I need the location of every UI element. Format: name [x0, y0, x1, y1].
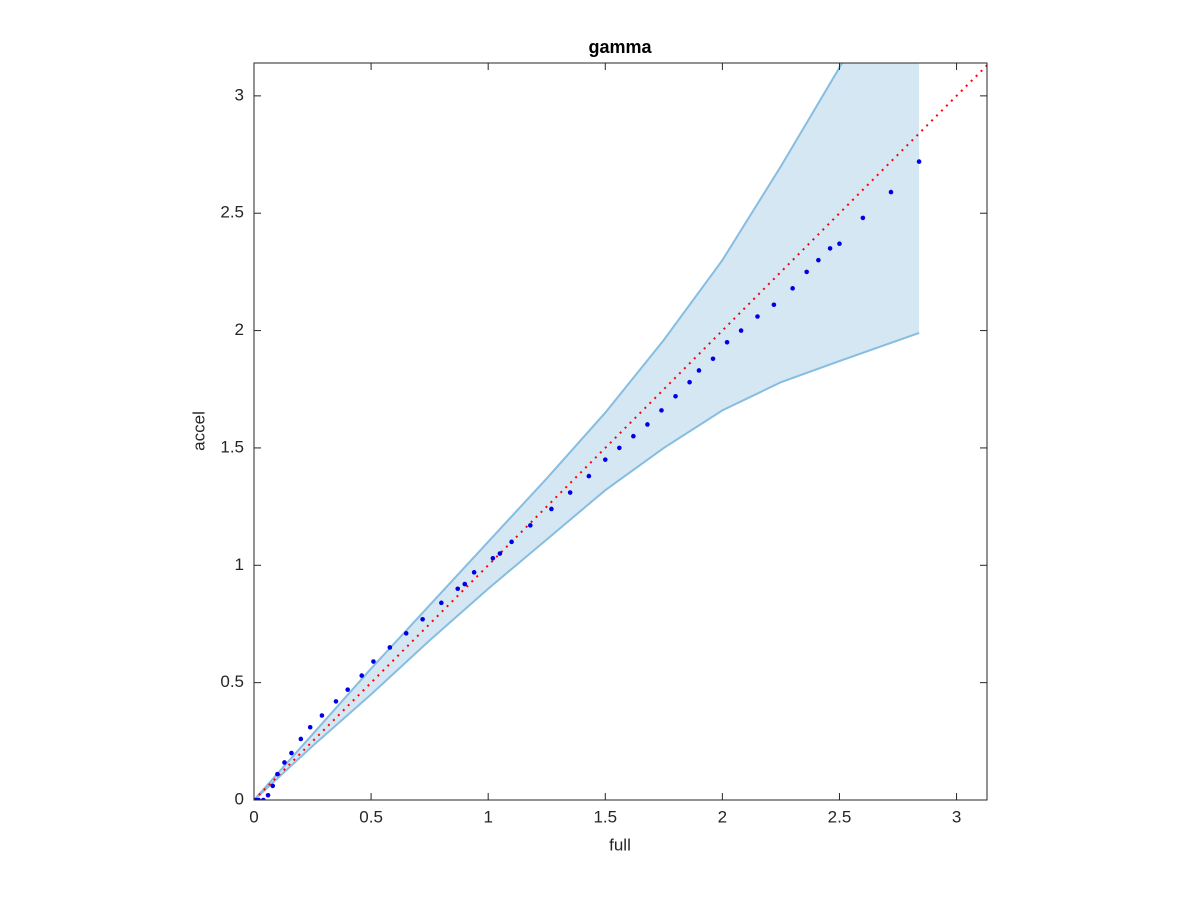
- data-point: [490, 555, 496, 561]
- data-point: [567, 490, 573, 495]
- data-point: [673, 393, 678, 399]
- y-tick-label: 1.5: [220, 437, 244, 456]
- y-tick-label: 0: [235, 789, 244, 808]
- data-point: [696, 368, 702, 373]
- data-point: [549, 506, 554, 512]
- data-point: [471, 570, 477, 575]
- data-point: [282, 760, 287, 765]
- data-point: [333, 699, 339, 704]
- data-point: [289, 750, 294, 756]
- data-point: [738, 328, 744, 333]
- x-tick-label: 0.5: [359, 807, 383, 826]
- data-point: [275, 771, 280, 777]
- band-lower-edge: [254, 331, 920, 800]
- y-tick-label: 3: [235, 85, 244, 104]
- data-point: [687, 379, 692, 385]
- y-tick-label: 1: [235, 555, 244, 574]
- data-point: [602, 457, 608, 462]
- data-point: [403, 631, 409, 636]
- data-point: [790, 286, 795, 291]
- data-point: [645, 422, 650, 427]
- data-point: [261, 797, 266, 800]
- data-point: [265, 793, 271, 798]
- chart-title: gamma: [588, 37, 652, 57]
- data-point: [528, 523, 533, 528]
- data-point: [710, 356, 716, 362]
- data-point: [359, 673, 365, 678]
- data-point: [617, 445, 622, 451]
- data-point: [586, 473, 592, 479]
- data-point: [916, 159, 922, 164]
- y-axis-label: accel: [189, 411, 208, 451]
- data-point: [860, 215, 866, 221]
- data-point: [455, 586, 461, 592]
- data-point: [439, 600, 444, 606]
- band-upper-edge: [254, 63, 844, 800]
- y-tick-label: 2: [235, 320, 244, 339]
- data-point: [771, 302, 777, 308]
- y-tick-label: 2.5: [220, 203, 244, 222]
- data-point: [497, 551, 503, 556]
- x-tick-label: 1.5: [593, 807, 617, 826]
- data-point: [755, 314, 760, 319]
- x-tick-label: 2: [718, 807, 727, 826]
- data-point: [270, 783, 276, 789]
- data-point: [827, 246, 833, 251]
- x-tick-label: 3: [952, 807, 961, 826]
- data-point: [804, 269, 809, 275]
- plot-area: [254, 63, 987, 800]
- y-tick-label: 0.5: [220, 672, 244, 691]
- axes-box: [253, 62, 988, 801]
- x-tick-label: 2.5: [828, 807, 852, 826]
- data-point: [509, 539, 514, 545]
- x-tick-label: 1: [483, 807, 492, 826]
- data-point: [387, 645, 393, 650]
- data-point: [462, 581, 468, 587]
- x-tick-label: 0: [249, 807, 258, 826]
- data-point: [837, 241, 842, 247]
- data-point: [256, 797, 261, 800]
- data-point: [371, 659, 376, 664]
- data-point: [307, 724, 313, 730]
- data-point: [319, 713, 325, 718]
- data-point: [345, 687, 350, 692]
- data-point: [816, 257, 821, 263]
- x-axis-label: full: [609, 835, 631, 854]
- data-point: [888, 189, 894, 195]
- data-point: [659, 408, 664, 413]
- reference-line: [254, 64, 987, 800]
- data-point: [420, 616, 425, 622]
- data-point: [631, 433, 636, 439]
- data-point: [724, 340, 730, 345]
- data-point: [298, 736, 304, 742]
